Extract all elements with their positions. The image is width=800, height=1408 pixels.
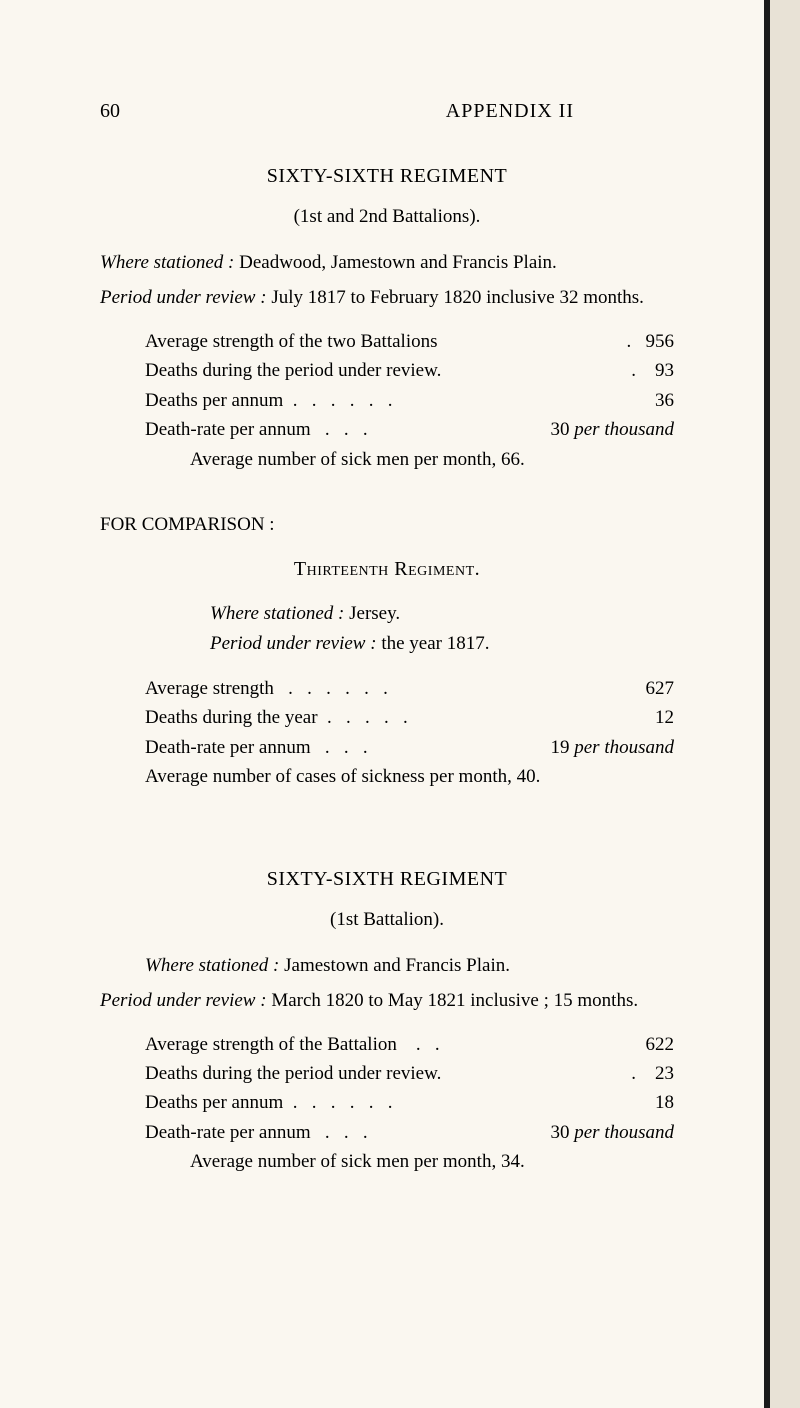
stat-value: . 956 <box>627 327 675 356</box>
stat-row: Deaths during the period under review. .… <box>145 1059 674 1088</box>
stat-row: Death-rate per annum . . . 30 per thousa… <box>145 415 674 444</box>
stat-value: 12 <box>655 703 674 732</box>
where-value: Jamestown and Francis Plain. <box>279 955 510 976</box>
stat-label: Deaths per annum . . . . . . <box>145 386 392 415</box>
stat-row: Average strength . . . . . . 627 <box>145 674 674 703</box>
stat-row: Average strength of the Battalion . . 62… <box>145 1030 674 1059</box>
stat-value: 30 per thousand <box>551 1118 675 1147</box>
stat-value: 36 <box>655 386 674 415</box>
period-label: Period under review : <box>100 287 267 308</box>
avg-line: Average number of sick men per month, 66… <box>190 445 674 474</box>
section2-where: Where stationed : Jamestown and Francis … <box>145 951 674 980</box>
page-number: 60 <box>100 100 120 123</box>
section2-period: Period under review : March 1820 to May … <box>100 986 674 1015</box>
where-label: Where stationed : <box>145 955 279 976</box>
stat-value: 19 per thousand <box>551 733 675 762</box>
stat-label: Death-rate per annum . . . <box>145 733 368 762</box>
section1-period: Period under review : July 1817 to Febru… <box>100 283 674 312</box>
stat-label: Deaths during the period under review. <box>145 1059 441 1088</box>
stat-row: Death-rate per annum . . . 30 per thousa… <box>145 1118 674 1147</box>
stat-value: 627 <box>646 674 675 703</box>
stat-row: Average strength of the two Battalions .… <box>145 327 674 356</box>
stat-label: Average strength of the Battalion . . <box>145 1030 440 1059</box>
period-value: July 1817 to February 1820 inclusive 32 … <box>267 287 644 308</box>
stat-row: Deaths per annum . . . . . . 18 <box>145 1088 674 1117</box>
period-value: March 1820 to May 1821 inclusive ; 15 mo… <box>267 990 639 1011</box>
stat-label: Average strength of the two Battalions <box>145 327 438 356</box>
period-value: the year 1817. <box>377 633 490 654</box>
stat-row: Death-rate per annum . . . 19 per thousa… <box>145 733 674 762</box>
stat-value: . 93 <box>631 356 674 385</box>
stat-row: Deaths during the period under review. .… <box>145 356 674 385</box>
stat-value: . 23 <box>631 1059 674 1088</box>
appendix-title: APPENDIX II <box>446 100 574 123</box>
stat-row: Deaths per annum . . . . . . 36 <box>145 386 674 415</box>
page-edge <box>770 0 800 1408</box>
stat-row: Deaths during the year . . . . . 12 <box>145 703 674 732</box>
where-label: Where stationed : <box>210 603 344 624</box>
section2-subtitle: (1st Battalion). <box>100 909 674 931</box>
section1-where: Where stationed : Deadwood, Jamestown an… <box>100 248 674 277</box>
avg-line: Average number of cases of sickness per … <box>145 762 674 791</box>
stat-value: 18 <box>655 1088 674 1117</box>
section2-title: SIXTY-SIXTH REGIMENT <box>100 868 674 891</box>
comparison-where: Where stationed : Jersey. <box>210 599 674 628</box>
where-label: Where stationed : <box>100 252 234 273</box>
period-label: Period under review : <box>210 633 377 654</box>
stat-label: Deaths during the period under review. <box>145 356 441 385</box>
where-value: Deadwood, Jamestown and Francis Plain. <box>234 252 556 273</box>
where-value: Jersey. <box>344 603 400 624</box>
stat-label: Deaths during the year . . . . . <box>145 703 408 732</box>
stat-label: Death-rate per annum . . . <box>145 1118 368 1147</box>
section1-title: SIXTY-SIXTH REGIMENT <box>100 165 674 188</box>
comparison-header: FOR COMPARISON : <box>100 514 674 536</box>
stat-label: Average strength . . . . . . <box>145 674 388 703</box>
stat-value: 30 per thousand <box>551 415 675 444</box>
stat-label: Death-rate per annum . . . <box>145 415 368 444</box>
comparison-title: Thirteenth Regiment. <box>100 558 674 581</box>
page-content: 60 APPENDIX II SIXTY-SIXTH REGIMENT (1st… <box>0 0 770 1408</box>
section1-subtitle: (1st and 2nd Battalions). <box>100 206 674 228</box>
stat-value: 622 <box>646 1030 675 1059</box>
avg-line: Average number of sick men per month, 34… <box>190 1147 674 1176</box>
stat-label: Deaths per annum . . . . . . <box>145 1088 392 1117</box>
page-header: 60 APPENDIX II <box>100 100 674 123</box>
comparison-period: Period under review : the year 1817. <box>210 629 674 658</box>
period-label: Period under review : <box>100 990 267 1011</box>
